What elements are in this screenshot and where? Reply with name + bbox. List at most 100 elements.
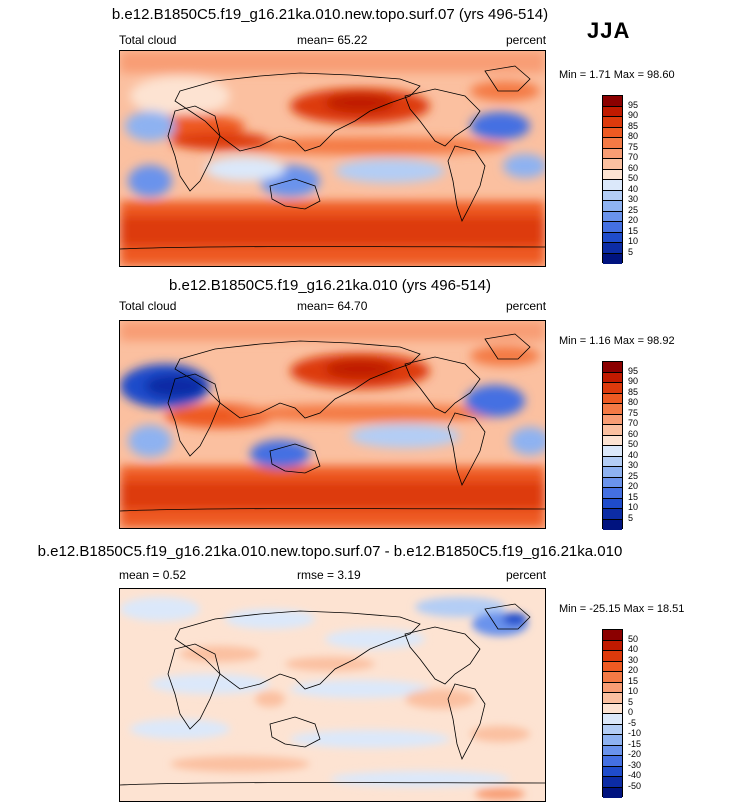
colorbar-swatch [603, 745, 622, 756]
colorbar-tick-label: 40 [628, 183, 639, 194]
panel-2-variable-label: Total cloud [119, 299, 177, 313]
panel-3-colorbar-swatches [602, 629, 623, 798]
colorbar-swatch [603, 640, 622, 651]
colorbar-tick-label: 40 [628, 449, 639, 460]
panel-3-mean-label: mean = 0.52 [119, 568, 187, 582]
colorbar-tick-label: 15 [628, 675, 639, 686]
colorbar-swatch [603, 488, 622, 499]
colorbar-tick-label: 50 [628, 173, 639, 183]
colorbar-swatch [603, 756, 622, 767]
colorbar-tick-label: 25 [628, 470, 639, 481]
panel-1-coastlines [120, 65, 545, 250]
colorbar-tick-label: 75 [628, 141, 639, 152]
panel-1-title: b.e12.B1850C5.f19_g16.21ka.010.new.topo.… [111, 6, 549, 23]
colorbar-tick-label: 5 [628, 512, 634, 523]
panel-1-map [119, 50, 546, 267]
colorbar-swatch [603, 777, 622, 788]
colorbar-tick-label: -30 [628, 759, 642, 770]
colorbar-swatch [603, 393, 622, 404]
colorbar-tick-label: 10 [628, 236, 639, 246]
colorbar-tick-label: 50 [628, 439, 639, 449]
colorbar-tick-label: 30 [628, 654, 639, 665]
colorbar-tick-label: -5 [628, 717, 637, 728]
colorbar-tick-label: 95 [628, 99, 639, 110]
colorbar-swatch [603, 232, 622, 243]
colorbar-swatch [603, 96, 622, 107]
colorbar-tick-label: -40 [628, 770, 642, 780]
colorbar-tick-label: 30 [628, 194, 639, 204]
colorbar-swatch [603, 190, 622, 201]
panel-1-mean-label: mean= 65.22 [297, 33, 368, 47]
colorbar-tick-label: 60 [628, 428, 639, 439]
colorbar-swatch [603, 169, 622, 180]
colorbar-swatch [603, 372, 622, 383]
colorbar-swatch [603, 222, 622, 233]
panel-2-coastlines [120, 333, 545, 512]
panel-3-minmax: Min = -25.15 Max = 18.51 [559, 603, 685, 615]
colorbar-tick-label: 70 [628, 418, 639, 428]
colorbar-swatch [603, 201, 622, 212]
colorbar-swatch [603, 787, 622, 798]
colorbar-tick-label: 20 [628, 215, 639, 225]
colorbar-tick-label: 85 [628, 120, 639, 131]
panel-1-minmax: Min = 1.71 Max = 98.60 [559, 69, 675, 81]
panel-2-title: b.e12.B1850C5.f19_g16.21ka.010 (yrs 496-… [169, 277, 491, 294]
colorbar-swatch [603, 404, 622, 415]
colorbar-tick-label: 80 [628, 397, 639, 407]
colorbar-swatch [603, 703, 622, 714]
colorbar-tick-label: 15 [628, 491, 639, 502]
colorbar-swatch [603, 425, 622, 436]
colorbar-swatch [603, 456, 622, 467]
colorbar-tick-label: 75 [628, 407, 639, 418]
colorbar-swatch [603, 253, 622, 264]
colorbar-tick-label: 50 [628, 633, 639, 644]
colorbar-swatch [603, 672, 622, 683]
colorbar-swatch [603, 735, 622, 746]
panel-3-map [119, 588, 546, 802]
panel-3-units-label: percent [506, 568, 547, 582]
panel-3-coastlines [120, 603, 545, 786]
colorbar-swatch [603, 383, 622, 394]
colorbar-tick-label: 40 [628, 644, 639, 654]
colorbar-tick-label: 20 [628, 481, 639, 491]
panel-2-colorbar-swatches [602, 361, 623, 530]
panel-2-minmax: Min = 1.16 Max = 98.92 [559, 335, 675, 347]
colorbar-tick-label: 15 [628, 225, 639, 236]
colorbar-swatch [603, 435, 622, 446]
season-label: JJA [587, 18, 631, 43]
colorbar-swatch [603, 519, 622, 530]
colorbar-tick-label: -50 [628, 780, 642, 791]
colorbar-tick-label: 85 [628, 386, 639, 397]
colorbar-swatch [603, 414, 622, 425]
colorbar-tick-label: -10 [628, 728, 642, 738]
colorbar-swatch [603, 159, 622, 170]
panel-3-title: b.e12.B1850C5.f19_g16.21ka.010.new.topo.… [37, 543, 623, 560]
panel-2-mean-label: mean= 64.70 [297, 299, 368, 313]
colorbar-swatch [603, 106, 622, 117]
colorbar-tick-label: 90 [628, 376, 639, 386]
colorbar-swatch [603, 243, 622, 254]
colorbar-swatch [603, 509, 622, 520]
colorbar-tick-label: 30 [628, 460, 639, 470]
colorbar-swatch [603, 682, 622, 693]
colorbar-tick-label: 90 [628, 110, 639, 120]
panel-1-variable-label: Total cloud [119, 33, 177, 47]
colorbar-tick-label: 25 [628, 204, 639, 215]
colorbar-swatch [603, 630, 622, 641]
colorbar-swatch [603, 693, 622, 704]
colorbar-swatch [603, 211, 622, 222]
colorbar-tick-label: -15 [628, 738, 642, 749]
panel-1-colorbar-swatches [602, 95, 623, 264]
colorbar-swatch [603, 714, 622, 725]
panel-3-rmse-label: rmse = 3.19 [297, 568, 361, 582]
colorbar-swatch [603, 467, 622, 478]
panel-1-units-label: percent [506, 33, 547, 47]
colorbar-tick-label: 5 [628, 696, 634, 707]
panel-2-contour-field [120, 321, 545, 528]
colorbar-swatch [603, 362, 622, 373]
colorbar-tick-label: -20 [628, 749, 642, 759]
colorbar-tick-label: 70 [628, 152, 639, 162]
colorbar-tick-label: 10 [628, 686, 639, 696]
panel-2-map [119, 320, 546, 529]
colorbar-swatch [603, 477, 622, 488]
